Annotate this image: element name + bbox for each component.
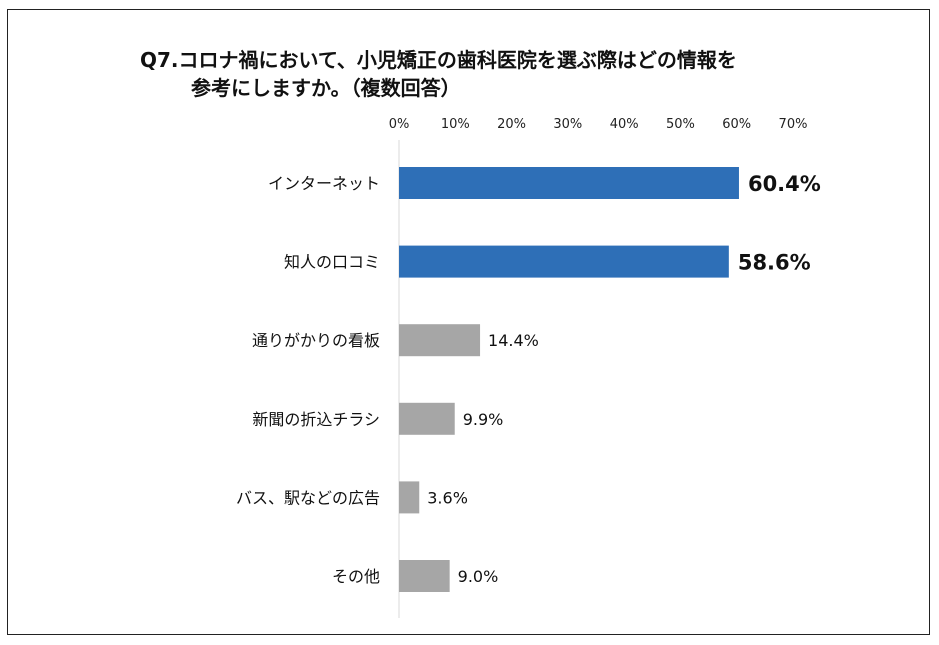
bar: [399, 481, 420, 514]
chart-title-line-1: Q7.コロナ禍において、小児矯正の歯科医院を選ぶ際はどの情報を: [140, 48, 737, 72]
x-tick-label: 20%: [497, 117, 526, 132]
value-label: 14.4%: [488, 331, 539, 350]
x-tick-label: 50%: [666, 117, 695, 132]
chart-title-line-2: 参考にしますか。（複数回答）: [191, 76, 461, 100]
value-label: 58.6%: [738, 251, 811, 275]
value-label: 60.4%: [748, 172, 821, 196]
x-tick-label: 30%: [553, 117, 582, 132]
category-label: 通りがかりの看板: [252, 331, 380, 350]
bar: [399, 245, 729, 278]
x-tick-label: 60%: [722, 117, 751, 132]
value-label: 9.0%: [458, 567, 499, 586]
category-label: インターネット: [268, 174, 380, 193]
x-tick-label: 70%: [779, 117, 808, 132]
x-tick-label: 10%: [441, 117, 470, 132]
chart-frame: [7, 9, 930, 635]
category-label: その他: [332, 567, 380, 586]
x-tick-label: 0%: [389, 117, 410, 132]
bar: [399, 324, 481, 357]
category-label: 知人の口コミ: [284, 253, 380, 272]
category-label: バス、駅などの広告: [236, 488, 380, 507]
bar: [399, 560, 450, 592]
value-label: 9.9%: [463, 410, 504, 429]
bar: [399, 402, 455, 435]
x-tick-label: 40%: [610, 117, 639, 132]
category-label: 新聞の折込チラシ: [252, 410, 380, 429]
chart-title: Q7.コロナ禍において、小児矯正の歯科医院を選ぶ際はどの情報を 参考にしますか。…: [140, 46, 860, 102]
bar: [399, 167, 739, 199]
value-label: 3.6%: [427, 488, 468, 507]
